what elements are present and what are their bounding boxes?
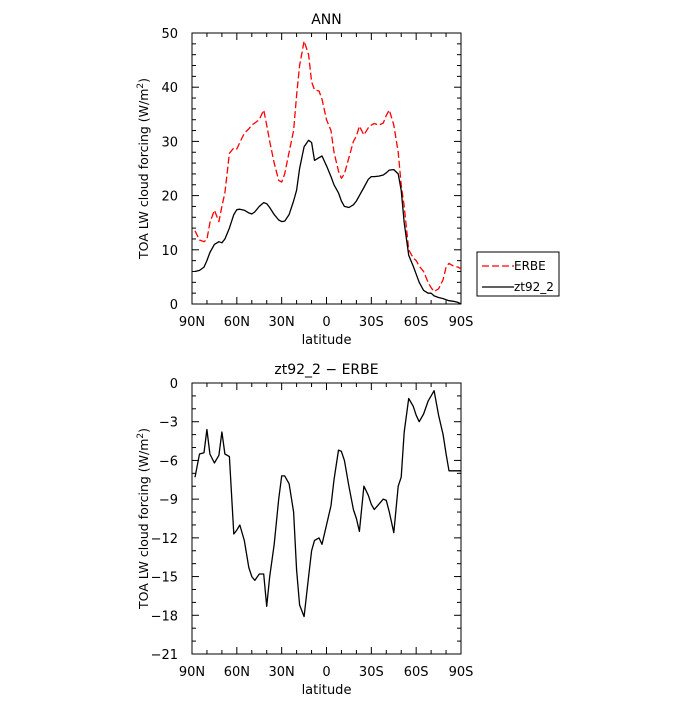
y-axis-label-main: TOA LW cloud forcing (W/m xyxy=(136,439,151,610)
x-tick-label: 60N xyxy=(224,665,250,680)
series-line-zt92-2 xyxy=(194,139,462,305)
y-axis-label: TOA LW cloud forcing (W/m2) xyxy=(136,78,151,260)
y-tick-label: −6 xyxy=(159,454,178,469)
chart-title: zt92_2 − ERBE xyxy=(274,362,378,378)
x-tick-label: 90N xyxy=(179,665,205,680)
y-tick-label: 50 xyxy=(161,27,178,42)
x-tick-label: 60S xyxy=(404,665,429,680)
y-tick-label: −18 xyxy=(151,609,178,624)
legend-label: ERBE xyxy=(514,259,546,273)
y-tick-label: −12 xyxy=(151,532,178,547)
x-tick-label: 30N xyxy=(269,315,295,330)
y-tick-label: 10 xyxy=(161,244,178,259)
y-tick-label: −15 xyxy=(151,571,178,586)
x-tick-label: 90S xyxy=(449,665,474,680)
y-axis-label-tail: ) xyxy=(136,78,151,83)
series-line-erbe xyxy=(194,40,462,293)
x-axis-label: latitude xyxy=(302,683,352,698)
top-panel-ann: ANN 90N 60N 30N 0 30S 60S 90S 0 10 20 30 40 50 latitud… xyxy=(136,12,473,348)
y-tick-label: −3 xyxy=(159,416,178,431)
y-tick-label: 30 xyxy=(161,135,178,150)
y-tick-label: −21 xyxy=(151,648,178,663)
y-tick-label: 0 xyxy=(170,298,178,313)
x-tick-label: 0 xyxy=(322,665,330,680)
y-tick-label: 20 xyxy=(161,190,178,205)
y-axis-label: TOA LW cloud forcing (W/m2) xyxy=(136,428,151,610)
y-axis-label-tail: ) xyxy=(136,428,151,433)
x-tick-label: 30S xyxy=(359,665,384,680)
y-tick-label: −9 xyxy=(159,493,178,508)
y-axis-label-superscript: 2 xyxy=(136,433,146,439)
y-axis-label-main: TOA LW cloud forcing (W/m xyxy=(136,89,151,260)
y-tick-label: 0 xyxy=(170,377,178,392)
chart-title: ANN xyxy=(311,12,342,28)
x-tick-label: 30N xyxy=(269,665,295,680)
legend: ERBE zt92_2 xyxy=(476,251,560,297)
x-tick-label: 60N xyxy=(224,315,250,330)
x-tick-label: 0 xyxy=(322,315,330,330)
legend-box xyxy=(476,251,560,297)
series-line-difference xyxy=(194,390,461,618)
plot-frame xyxy=(191,32,462,305)
x-tick-label: 90N xyxy=(179,315,205,330)
bottom-panel-difference: zt92_2 − ERBE 90N 60N 30N 0 30S 60S 90S 0 −3 −6 −9 −… xyxy=(136,362,473,698)
legend-label: zt92_2 xyxy=(514,280,554,294)
x-tick-label: 90S xyxy=(449,315,474,330)
x-tick-label: 30S xyxy=(359,315,384,330)
x-tick-label: 60S xyxy=(404,315,429,330)
y-tick-label: 40 xyxy=(161,81,178,96)
y-axis-label-superscript: 2 xyxy=(136,83,146,89)
x-axis-label: latitude xyxy=(302,333,352,348)
